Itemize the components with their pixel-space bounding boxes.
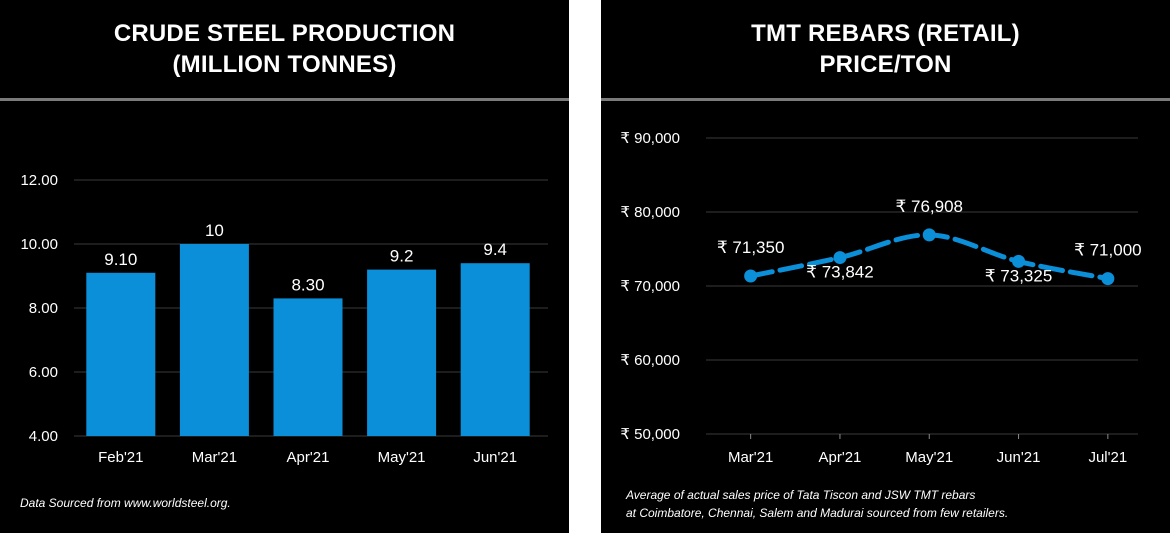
bar	[273, 298, 343, 436]
header-divider	[601, 98, 1170, 101]
tmt-rebars-footnote: Average of actual sales price of Tata Ti…	[626, 486, 1008, 522]
tmt-rebars-title-line1: TMT REBARS (RETAIL)	[751, 20, 1020, 47]
y-tick-label: ₹ 50,000	[620, 426, 680, 443]
y-tick-label: ₹ 80,000	[620, 204, 680, 221]
y-tick-label: 12.00	[20, 172, 58, 189]
bar	[86, 272, 156, 436]
data-point	[744, 269, 758, 283]
point-value-label: ₹ 73,325	[985, 266, 1053, 285]
tmt-rebars-footnote-line1: Average of actual sales price of Tata Ti…	[626, 488, 976, 502]
tmt-rebars-title: TMT REBARS (RETAIL) PRICE/TON	[601, 0, 1170, 98]
tmt-rebars-line-chart: ₹ 50,000 ₹ 60,000 ₹ 70,000 ₹ 80,000 ₹ 90,000…	[620, 130, 1142, 466]
data-point	[833, 251, 847, 265]
bar-value-label: 8.30	[291, 275, 324, 294]
tmt-rebars-title-line2: PRICE/TON	[819, 51, 952, 78]
bar	[460, 263, 530, 436]
price-line	[748, 232, 1111, 282]
x-tick-label: Apr'21	[287, 449, 330, 466]
x-tick-label: Apr'21	[819, 449, 862, 466]
header-divider	[0, 98, 569, 101]
data-point	[922, 228, 936, 242]
bar	[179, 244, 249, 436]
y-tick-label: ₹ 90,000	[620, 130, 680, 147]
crude-steel-title-line1: CRUDE STEEL PRODUCTION	[113, 20, 456, 47]
crude-steel-bar-chart: 4.00 6.00 8.00 10.00 12.00 9.10 Feb'21 10 Mar'21…	[20, 172, 548, 466]
tmt-rebars-panel: TMT REBARS (RETAIL) PRICE/TON ₹ 50,000 ₹ …	[601, 0, 1170, 533]
point-value-label: ₹ 76,908	[895, 197, 963, 216]
crude-steel-panel: CRUDE STEEL PRODUCTION (MILLION TONNES) …	[0, 0, 569, 533]
crude-steel-title: CRUDE STEEL PRODUCTION (MILLION TONNES)	[0, 0, 569, 98]
data-point	[1012, 254, 1026, 268]
x-tick-label: Mar'21	[728, 449, 773, 466]
x-tick-label: Jul'21	[1088, 449, 1127, 466]
x-tick-label: May'21	[905, 449, 953, 466]
point-value-label: ₹ 71,350	[717, 238, 785, 257]
x-tick-label: Feb'21	[98, 449, 143, 466]
data-point	[1101, 272, 1115, 286]
x-tick-label: Jun'21	[473, 449, 517, 466]
y-tick-label: 6.00	[29, 364, 58, 381]
y-tick-label: 4.00	[29, 428, 58, 445]
bar-value-label: 9.10	[104, 250, 137, 269]
y-tick-label: ₹ 60,000	[620, 352, 680, 369]
x-tick-label: Mar'21	[192, 449, 237, 466]
x-tick-label: May'21	[378, 449, 426, 466]
crude-steel-footnote: Data Sourced from www.worldsteel.org.	[20, 496, 231, 510]
bar-value-label: 10	[205, 221, 224, 240]
point-value-label: ₹ 71,000	[1074, 241, 1142, 260]
crude-steel-title-line2: (MILLION TONNES)	[172, 51, 397, 78]
tmt-rebars-footnote-line2: at Coimbatore, Chennai, Salem and Madura…	[626, 506, 1009, 520]
bar-value-label: 9.4	[483, 240, 507, 259]
bar	[367, 269, 437, 436]
y-tick-label: 10.00	[20, 236, 58, 253]
bar-value-label: 9.2	[390, 247, 414, 266]
y-tick-label: ₹ 70,000	[620, 278, 680, 295]
point-value-label: ₹ 73,842	[806, 263, 874, 282]
y-tick-label: 8.00	[29, 300, 58, 317]
x-tick-label: Jun'21	[997, 449, 1041, 466]
